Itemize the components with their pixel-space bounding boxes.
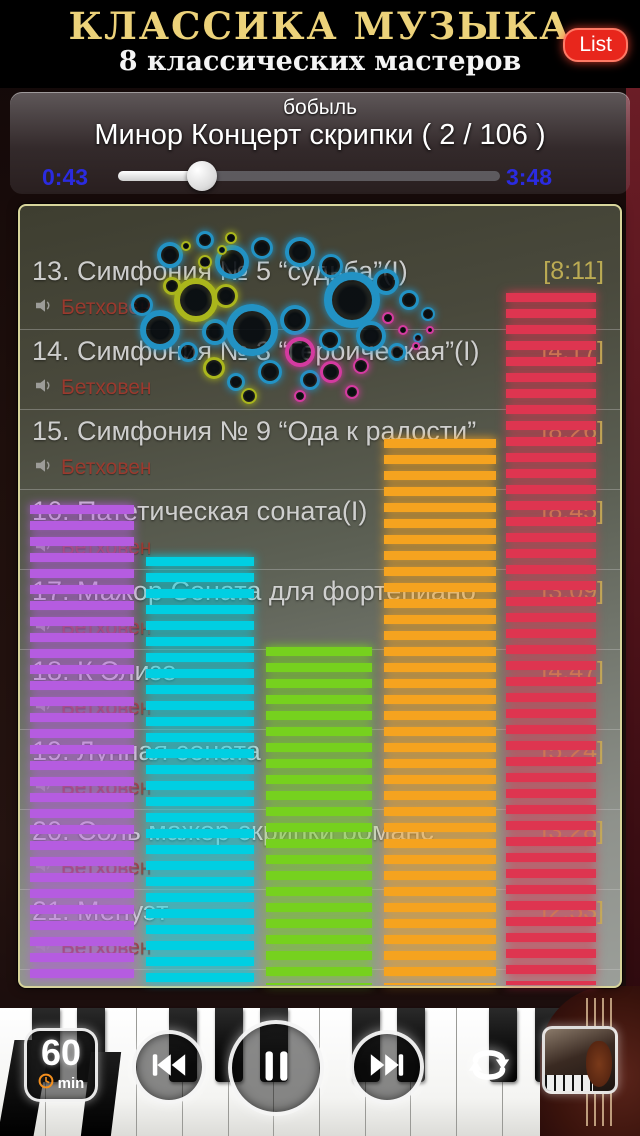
track-duration: [8:11]: [543, 257, 604, 285]
elapsed-time: 0:43: [42, 164, 89, 190]
clock-icon: [38, 1073, 54, 1094]
track-artist: Бетховен: [61, 296, 152, 319]
progress-knob[interactable]: [187, 161, 218, 191]
track-title: 16. Патетическая соната(I): [32, 496, 368, 526]
track-artist: Бетховен: [61, 696, 152, 719]
track-row[interactable]: 21. Менуэт [2:53] Бетховен: [20, 890, 620, 970]
speaker-icon: [36, 298, 54, 318]
track-artist: Бетховен: [61, 456, 152, 479]
track-duration: [3:28]: [541, 817, 604, 845]
track-title: 17. Мажор Соната для фортепиано: [32, 576, 476, 606]
track-duration: [5:24]: [541, 737, 604, 765]
track-artist: Бетховен: [61, 936, 152, 959]
next-track-icon: [367, 1047, 407, 1088]
track-row[interactable]: 17. Мажор Соната для фортепиано [3:09] Б…: [20, 570, 620, 650]
speaker-icon: [36, 458, 54, 478]
speaker-icon: [36, 698, 54, 718]
thumbnail-piano: [545, 1074, 593, 1091]
track-title: 13. Симфония № 5 “судьба”(I): [32, 256, 408, 286]
repeat-button[interactable]: [452, 1030, 526, 1104]
total-time: 3:48: [506, 164, 553, 190]
track-duration: [4:17]: [541, 337, 604, 365]
track-artist: Бетховен: [61, 856, 152, 879]
track-title: 14. Симфония № 3 “Героическая”(I): [32, 336, 480, 366]
track-duration: [4:47]: [541, 657, 604, 685]
track-duration: [3:09]: [541, 577, 604, 605]
track-row[interactable]: 20. Соль мажор скрипки романс [3:28] Бет…: [20, 810, 620, 890]
sleep-timer-button[interactable]: 60 min: [24, 1028, 98, 1102]
track-duration: [8:26]: [541, 417, 604, 445]
app-title: КЛАССИКА МУЗЫКА: [68, 4, 572, 48]
speaker-icon: [36, 778, 54, 798]
album-art-thumbnail[interactable]: [542, 1026, 618, 1094]
previous-track-button[interactable]: [132, 1030, 206, 1104]
track-artist: Бетховен: [61, 536, 152, 559]
violin-edge-decoration: [626, 88, 640, 1008]
transport-bar: 60 min: [0, 1000, 640, 1136]
track-row[interactable]: 16. Патетическая соната(I) [8:45] Бетхов…: [20, 490, 620, 570]
track-title: 18. К Элизе: [32, 656, 177, 686]
speaker-icon: [36, 378, 54, 398]
track-title: 20. Соль мажор скрипки романс: [32, 816, 434, 846]
speaker-icon: [36, 858, 54, 878]
track-row[interactable]: 19. Лунная соната [5:24] Бетховен: [20, 730, 620, 810]
track-list-panel: 13. Симфония № 5 “судьба”(I) [8:11] Бетх…: [18, 204, 622, 988]
now-playing-title: Минор Концерт скрипки ( 2 / 106 ): [94, 119, 546, 151]
thumbnail-violin: [586, 1041, 612, 1087]
pause-icon: [253, 1043, 299, 1094]
progress-fill: [118, 171, 203, 181]
track-artist: Бетховен: [61, 376, 152, 399]
track-list: 13. Симфония № 5 “судьба”(I) [8:11] Бетх…: [20, 206, 620, 986]
header: КЛАССИКА МУЗЫКА 8 классических мастеров: [0, 0, 640, 88]
track-artist: Бетховен: [61, 776, 152, 799]
speaker-icon: [36, 538, 54, 558]
repeat-icon: [462, 1038, 516, 1097]
track-title: 21. Менуэт: [32, 896, 169, 926]
progress-slider[interactable]: [118, 161, 500, 191]
previous-track-icon: [149, 1047, 189, 1088]
track-duration: [2:53]: [541, 897, 604, 925]
track-row[interactable]: 14. Симфония № 3 “Героическая”(I) [4:17]…: [20, 330, 620, 410]
speaker-icon: [36, 618, 54, 638]
speaker-icon: [36, 938, 54, 958]
track-artist: Бетховен: [61, 616, 152, 639]
next-track-button[interactable]: [350, 1030, 424, 1104]
track-title: 19. Лунная соната: [32, 736, 261, 766]
sleep-timer-value: 60: [40, 1032, 82, 1073]
sleep-timer-unit: min: [57, 1075, 85, 1092]
app-subtitle: 8 классических мастеров: [118, 46, 522, 77]
track-row[interactable]: 13. Симфония № 5 “судьба”(I) [8:11] Бетх…: [20, 250, 620, 330]
list-button[interactable]: List: [563, 28, 628, 62]
track-title: 15. Симфония № 9 “Ода к радости”: [32, 416, 477, 446]
now-playing-panel: бобыль Минор Концерт скрипки ( 2 / 106 )…: [10, 92, 630, 194]
pause-button[interactable]: [228, 1020, 324, 1116]
track-row[interactable]: 15. Симфония № 9 “Ода к радости” [8:26] …: [20, 410, 620, 490]
track-duration: [8:45]: [541, 497, 604, 525]
track-row[interactable]: 18. К Элизе [4:47] Бетховен: [20, 650, 620, 730]
now-playing-artist: бобыль: [282, 96, 358, 119]
